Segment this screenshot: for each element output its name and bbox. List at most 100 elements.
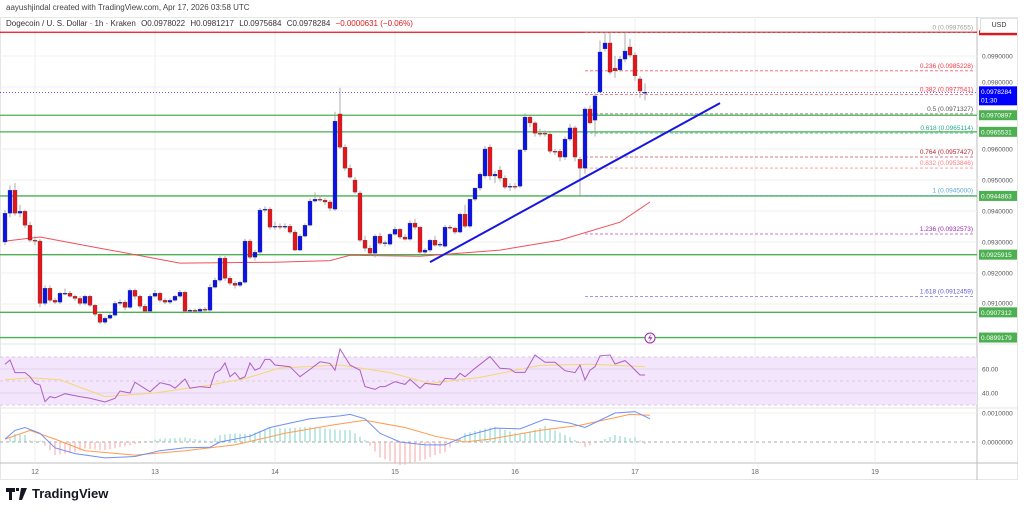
tradingview-logo-text: TradingView [32,486,109,501]
candle [142,304,148,314]
candle-body [412,222,418,228]
rsi-tick-label: 60.00 [982,367,999,374]
candle-body [567,127,573,140]
candle-body [282,226,288,228]
candle-body [447,226,453,229]
candle [97,311,103,325]
candle-body [312,199,318,202]
candle-body [347,168,353,178]
candle [202,307,208,313]
candle-body [277,226,283,228]
lightning-icon[interactable] [644,332,656,344]
level-price-tag-box [979,332,1017,343]
candle [297,234,303,252]
candle [47,285,53,303]
candle [532,121,538,137]
candle [112,300,118,317]
candle-body [362,239,368,249]
candle-body [582,108,588,169]
candle-body [397,229,403,238]
candle-body [52,300,58,303]
candle-body [327,201,333,209]
candle [527,114,533,128]
candle [102,316,108,325]
candle-body [432,239,438,246]
candle-body [267,208,273,228]
candle-body [387,234,393,245]
candle-body [152,292,158,297]
candle-body [557,151,563,158]
fib-level-label: 1 (0.0945000) [933,188,973,195]
candle [187,308,193,313]
candle [477,172,483,191]
candle [537,128,543,137]
candle [382,240,388,247]
candle-body [162,300,168,303]
candle [287,224,293,235]
candle-body [302,225,308,237]
candle-body [297,235,303,251]
candle-body [287,226,293,233]
candle-body [487,146,493,177]
candle-body [172,296,178,301]
fib-level-label: 0.236 (0.0985228) [920,63,973,70]
candle [37,238,43,308]
candle [552,149,558,156]
candle-body [257,209,263,253]
candle [547,131,553,154]
candle-body [32,239,38,242]
fib-level-label: 1.236 (0.0932573) [920,226,973,233]
candle-body [517,149,523,187]
candle-body [212,279,218,288]
candle-body [222,257,228,279]
candle-body [472,187,478,200]
candle [312,192,318,203]
symbol-name[interactable]: Dogecoin / U. S. Dollar · 1h · Kraken [6,19,136,28]
candle [57,291,63,304]
candle-body [117,301,123,304]
candle [642,83,648,101]
fib-level-label: 0.832 (0.0953846) [920,160,973,167]
tradingview-logo[interactable]: TradingView [6,486,108,501]
fib-level-label: 0.5 (0.0971327) [927,106,973,113]
candle-body [367,248,373,254]
candle-body [607,42,613,73]
candle [242,238,248,284]
time-tick-label: 13 [151,469,159,476]
level-price-tag: 0.0970897 [981,113,1012,120]
candle [582,107,588,174]
candle [12,183,18,216]
candle-body [147,296,153,312]
candle-body [337,113,343,148]
candle-body [42,288,48,304]
candle-body [422,249,428,253]
candle [132,288,138,300]
candle [122,300,128,311]
candle-body [72,296,78,299]
candle-body [492,173,498,177]
ohlc-low: L0.0975684 [239,19,282,28]
candle [342,144,348,171]
currency-button[interactable]: USD [980,18,1018,33]
candle-body [512,186,518,188]
candle-body [572,127,578,158]
candle [577,156,583,198]
candle [7,185,13,218]
candle [107,313,113,320]
candle-body [157,292,163,301]
candle-body [7,190,13,214]
candle [267,207,273,230]
candle-body [137,296,143,307]
candle-body [292,231,298,251]
fib-level-label: 0.382 (0.0977541) [920,87,973,94]
candle [307,198,313,227]
candle-body [497,169,503,179]
candle-body [47,288,53,301]
candle [387,232,393,246]
candle-body [622,50,628,60]
candle-body [587,108,593,124]
candle-body [77,298,83,304]
candle [62,288,68,296]
candle-body [202,309,208,311]
